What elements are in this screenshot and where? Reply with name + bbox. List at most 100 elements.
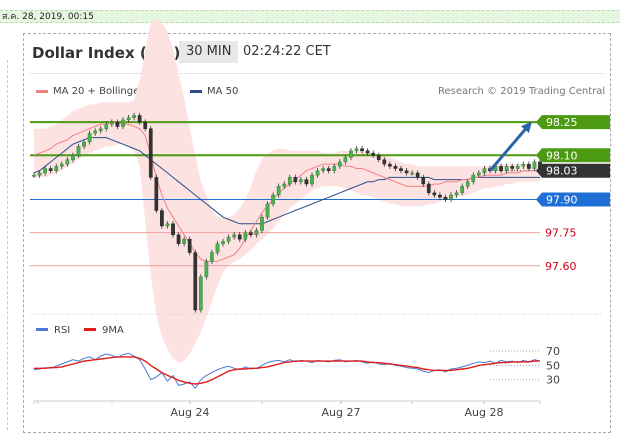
candle-body: [37, 172, 42, 176]
candle-body: [393, 166, 398, 169]
x-tick-label-aug-28: Aug 28: [465, 406, 504, 419]
candle-body: [260, 216, 264, 231]
level-label-97.90: 97.90: [546, 193, 578, 206]
legend-bollinger: MA 20 + Bollinger Bands: [36, 86, 177, 97]
legend-ma50-swatch: [190, 90, 202, 93]
candle-body: [343, 157, 348, 163]
candle-body: [54, 166, 59, 171]
credit-text: Research © 2019 Trading Central: [438, 86, 606, 97]
candle-body: [349, 150, 353, 158]
candle-body: [421, 177, 426, 185]
candle-body: [237, 234, 242, 240]
candle-body: [93, 130, 98, 134]
level-label-97.60: 97.60: [545, 260, 577, 273]
candle-body: [415, 172, 420, 178]
candle-body: [148, 128, 153, 178]
9ma-line: [34, 356, 540, 385]
candle-body: [59, 163, 64, 167]
candle-body: [171, 223, 175, 236]
level-tag-bg: [536, 148, 610, 163]
osc-legend-swatch-9ma: [84, 328, 96, 331]
candle-body: [76, 146, 81, 156]
osc-tick-label-30: 30: [546, 374, 560, 387]
candle-body: [210, 252, 214, 262]
ma50-line: [33, 137, 540, 225]
candle-body: [126, 117, 131, 121]
candle-body: [137, 115, 142, 123]
candle-body: [282, 183, 287, 187]
date-stamp: ส.ค. 28, 2019, 00:15: [2, 12, 94, 22]
osc-legend-label-rsi: RSI: [54, 325, 70, 336]
candle-body: [532, 161, 537, 169]
left-divider: [7, 60, 8, 430]
legend-bollinger-label: MA 20 + Bollinger Bands: [53, 86, 178, 97]
candle-body: [104, 124, 109, 129]
candle-body: [265, 203, 270, 218]
level-label-98.10: 98.10: [546, 149, 578, 162]
candle-body: [482, 168, 487, 174]
level-tag-98.03: 98.03: [536, 163, 610, 178]
candle-body: [521, 163, 526, 167]
candle-body: [332, 166, 337, 171]
candle-body: [249, 232, 253, 236]
osc-legend-label-9ma: 9MA: [102, 325, 124, 336]
candle-body: [404, 170, 409, 174]
candle-body: [315, 170, 320, 176]
candle-body: [438, 194, 442, 198]
candle-body: [527, 163, 531, 169]
candle-body: [426, 183, 431, 194]
candle-body: [376, 155, 381, 160]
level-tag-bg: [536, 192, 610, 207]
candle-body: [98, 128, 103, 132]
candle-body: [43, 168, 47, 174]
candle-body: [65, 159, 70, 165]
candle-body: [388, 163, 392, 167]
candle-body: [304, 179, 309, 185]
candle-body: [193, 252, 198, 311]
level-label-97.75: 97.75: [545, 227, 577, 240]
candle-body: [276, 186, 281, 196]
forecast-arrow-shaft: [488, 125, 530, 172]
x-tick-label-aug-27: Aug 27: [322, 406, 361, 419]
level-tag-97.90: 97.90: [536, 192, 610, 207]
candle-body: [326, 168, 331, 171]
forecast-arrow-head: [521, 121, 532, 134]
legend-ma50-label: MA 50: [207, 86, 239, 97]
level-label-98.25: 98.25: [546, 116, 578, 129]
candle-body: [382, 159, 387, 165]
candle-body: [165, 223, 170, 227]
candle-body: [132, 115, 136, 118]
x-tick-label-aug-24: Aug 24: [171, 406, 210, 419]
candle-body: [232, 234, 237, 238]
level-tag-98.10: 98.10: [536, 148, 610, 163]
interval-badge[interactable]: 30 MIN: [179, 41, 239, 63]
osc-tick-label-50: 50: [546, 359, 560, 372]
candle-body: [287, 177, 292, 185]
bollinger-band-area: [34, 18, 540, 364]
candle-body: [399, 168, 403, 171]
chart-title: Dollar Index (ICE): [32, 44, 181, 62]
candle-body: [87, 132, 92, 143]
level-tag-bg: [536, 115, 610, 130]
candle-body: [176, 234, 181, 244]
candle-body: [215, 243, 220, 253]
osc-legend-swatch-rsi: [36, 328, 48, 331]
candle-body: [293, 177, 298, 182]
level-label-98.03: 98.03: [546, 165, 578, 178]
candle-body: [443, 197, 448, 200]
level-tag-98.25: 98.25: [536, 115, 610, 130]
candle-body: [299, 179, 303, 182]
candle-body: [476, 172, 481, 176]
candle-body: [310, 174, 314, 185]
candle-body: [32, 174, 36, 177]
candle-body: [432, 192, 437, 196]
candle-body: [71, 155, 75, 160]
candle-body: [454, 192, 459, 196]
header-separator: [30, 73, 603, 74]
candle-body: [160, 210, 164, 227]
candle-body: [515, 166, 520, 169]
candle-body: [154, 177, 159, 211]
candle-body: [204, 261, 209, 278]
candle-body: [321, 168, 325, 171]
